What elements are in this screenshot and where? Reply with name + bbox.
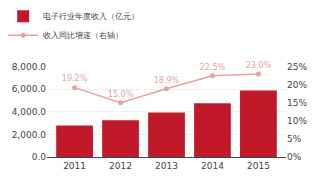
svg-text:4,000.0: 4,000.0 bbox=[12, 107, 47, 117]
svg-text:23.0%: 23.0% bbox=[246, 61, 272, 70]
svg-text:电子行业年度收入（亿元）: 电子行业年度收入（亿元） bbox=[43, 12, 139, 21]
svg-text:15.0%: 15.0% bbox=[108, 90, 134, 99]
svg-text:20%: 20% bbox=[287, 80, 307, 90]
svg-text:2011: 2011 bbox=[63, 161, 86, 171]
svg-text:19.2%: 19.2% bbox=[62, 75, 88, 84]
svg-text:2,000.0: 2,000.0 bbox=[12, 130, 47, 140]
svg-text:0.0: 0.0 bbox=[32, 152, 47, 162]
svg-text:2015: 2015 bbox=[247, 161, 270, 171]
svg-text:2014: 2014 bbox=[201, 161, 224, 171]
svg-text:22.5%: 22.5% bbox=[200, 63, 226, 72]
svg-text:8,000.0: 8,000.0 bbox=[12, 62, 47, 72]
svg-text:收入同比增速（右轴）: 收入同比增速（右轴） bbox=[43, 31, 123, 40]
svg-text:10%: 10% bbox=[287, 116, 307, 126]
svg-text:5%: 5% bbox=[287, 134, 302, 144]
svg-text:6,000.0: 6,000.0 bbox=[12, 84, 47, 94]
svg-text:25%: 25% bbox=[287, 62, 307, 72]
svg-text:2013: 2013 bbox=[155, 161, 178, 171]
svg-text:15%: 15% bbox=[287, 98, 307, 108]
svg-text:18.9%: 18.9% bbox=[154, 76, 180, 85]
svg-text:0%: 0% bbox=[287, 152, 302, 162]
svg-text:2012: 2012 bbox=[109, 161, 132, 171]
